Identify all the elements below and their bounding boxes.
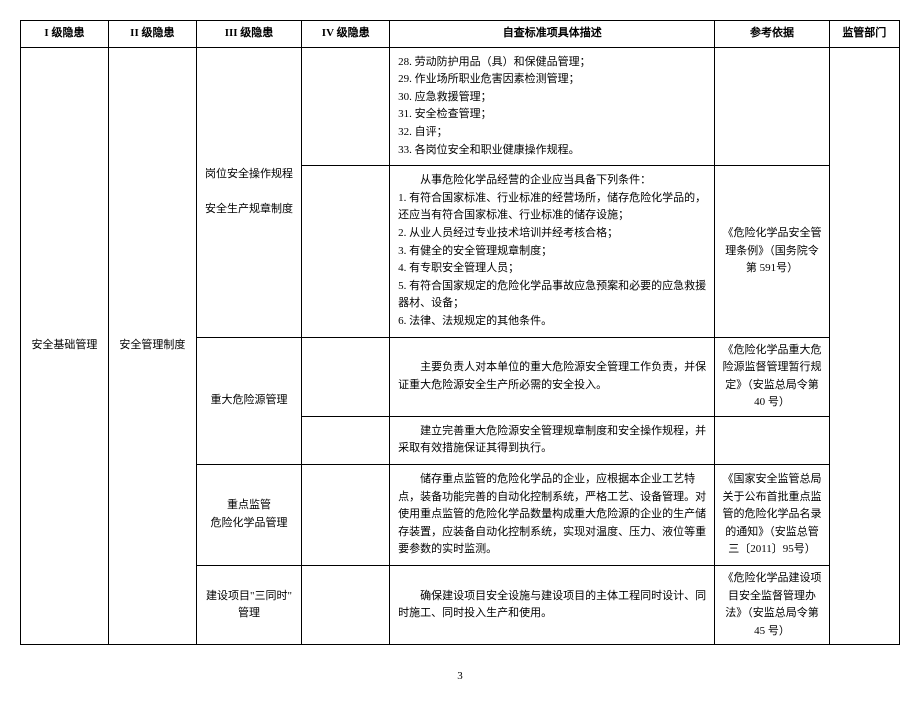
level4-cell [302, 337, 390, 416]
ref-cell [715, 47, 829, 166]
level4-cell [302, 47, 390, 166]
ref-cell: 《危险化学品安全管理条例》（国务院令第 591号） [715, 166, 829, 337]
header-col6: 参考依据 [715, 21, 829, 48]
desc-cell: 确保建设项目安全设施与建设项目的主体工程同时设计、同时施工、同时投入生产和使用。 [390, 566, 715, 645]
ref-cell [715, 416, 829, 464]
header-col5: 自查标准项具体描述 [390, 21, 715, 48]
header-col7: 监管部门 [829, 21, 899, 48]
header-col2: II 级隐患 [108, 21, 196, 48]
level3-cell-4: 建设项目"三同时"管理 [196, 566, 301, 645]
level4-cell [302, 566, 390, 645]
level4-cell [302, 416, 390, 464]
level2-cell: 安全管理制度 [108, 47, 196, 645]
level3-cell-2: 重大危险源管理 [196, 337, 301, 465]
level1-cell: 安全基础管理 [21, 47, 109, 645]
level4-cell [302, 166, 390, 337]
level3-cell-3: 重点监管危险化学品管理 [196, 465, 301, 566]
header-row: I 级隐患 II 级隐患 III 级隐患 IV 级隐患 自查标准项具体描述 参考… [21, 21, 900, 48]
ref-cell: 《危险化学品重大危险源监督管理暂行规定》（安监总局令第 40 号） [715, 337, 829, 416]
table-row: 安全基础管理 安全管理制度 岗位安全操作规程安全生产规章制度 28. 劳动防护用… [21, 47, 900, 166]
header-col3: III 级隐患 [196, 21, 301, 48]
header-col1: I 级隐患 [21, 21, 109, 48]
desc-cell: 28. 劳动防护用品（具）和保健品管理；29. 作业场所职业危害因素检测管理；3… [390, 47, 715, 166]
level4-cell [302, 465, 390, 566]
desc-cell: 储存重点监管的危险化学品的企业，应根据本企业工艺特点，装备功能完善的自动化控制系… [390, 465, 715, 566]
ref-cell: 《国家安全监管总局关于公布首批重点监管的危险化学品名录的通知》（安监总管三〔20… [715, 465, 829, 566]
hazard-table: I 级隐患 II 级隐患 III 级隐患 IV 级隐患 自查标准项具体描述 参考… [20, 20, 900, 645]
desc-cell: 主要负责人对本单位的重大危险源安全管理工作负责，并保证重大危险源安全生产所必需的… [390, 337, 715, 416]
dept-cell [829, 47, 899, 645]
header-col4: IV 级隐患 [302, 21, 390, 48]
desc-cell: 建立完善重大危险源安全管理规章制度和安全操作规程，并采取有效措施保证其得到执行。 [390, 416, 715, 464]
page-number: 3 [20, 670, 900, 682]
level3-cell-1: 岗位安全操作规程安全生产规章制度 [196, 47, 301, 337]
ref-cell: 《危险化学品建设项目安全监督管理办法》（安监总局令第 45 号） [715, 566, 829, 645]
desc-cell: 从事危险化学品经营的企业应当具备下列条件：1. 有符合国家标准、行业标准的经营场… [390, 166, 715, 337]
